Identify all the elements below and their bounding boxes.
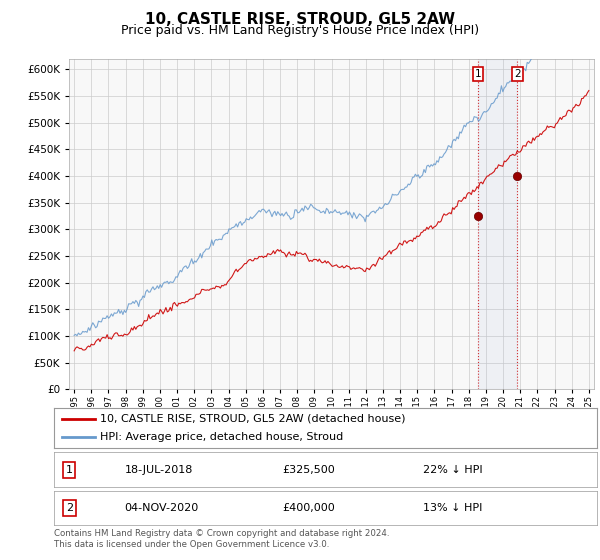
Text: 10, CASTLE RISE, STROUD, GL5 2AW: 10, CASTLE RISE, STROUD, GL5 2AW	[145, 12, 455, 27]
Text: HPI: Average price, detached house, Stroud: HPI: Average price, detached house, Stro…	[100, 432, 343, 442]
Text: 2: 2	[514, 69, 521, 79]
Text: 13% ↓ HPI: 13% ↓ HPI	[423, 503, 482, 513]
Text: Contains HM Land Registry data © Crown copyright and database right 2024.
This d: Contains HM Land Registry data © Crown c…	[54, 529, 389, 549]
Bar	[478, 59, 517, 389]
Text: 10, CASTLE RISE, STROUD, GL5 2AW (detached house): 10, CASTLE RISE, STROUD, GL5 2AW (detach…	[100, 414, 406, 423]
Text: 18-JUL-2018: 18-JUL-2018	[125, 465, 193, 475]
Text: 2: 2	[65, 503, 73, 513]
Text: 1: 1	[475, 69, 481, 79]
Text: 1: 1	[66, 465, 73, 475]
Text: 22% ↓ HPI: 22% ↓ HPI	[423, 465, 483, 475]
Text: Price paid vs. HM Land Registry's House Price Index (HPI): Price paid vs. HM Land Registry's House …	[121, 24, 479, 36]
Text: 04-NOV-2020: 04-NOV-2020	[125, 503, 199, 513]
Text: £400,000: £400,000	[282, 503, 335, 513]
Text: £325,500: £325,500	[282, 465, 335, 475]
